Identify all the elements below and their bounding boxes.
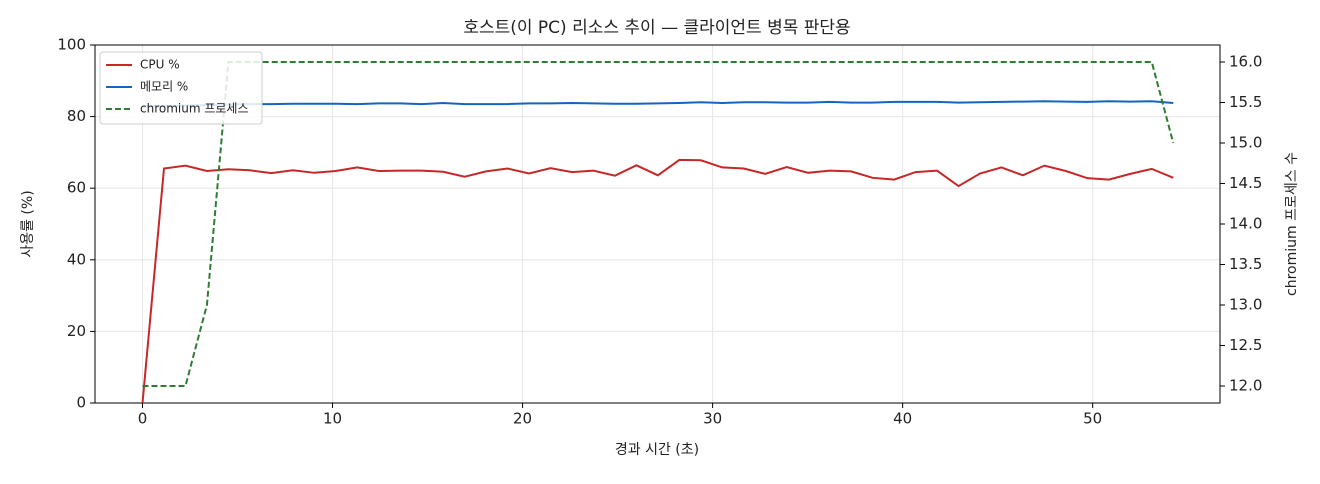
- y2-tick-label: 13.5: [1229, 255, 1262, 273]
- series-line: [141, 158, 1174, 404]
- y2-tick-label: 15.0: [1229, 134, 1262, 152]
- legend-label: CPU %: [140, 58, 180, 72]
- x-tick-label: 20: [513, 410, 532, 428]
- x-tick-label: 50: [1083, 410, 1102, 428]
- y2-tick-label: 13.0: [1229, 295, 1262, 313]
- y-tick-label: 80: [67, 107, 86, 125]
- plot-frame: [94, 44, 1221, 404]
- x-axis-label: 경과 시간 (초): [615, 442, 699, 458]
- y2-tick-label: 15.5: [1229, 93, 1262, 111]
- series-line: [142, 61, 1175, 387]
- x-tick-label: 40: [893, 410, 912, 428]
- x-tick-label: 30: [703, 410, 722, 428]
- y-tick-label: 100: [57, 36, 86, 54]
- y2-tick-label: 16.0: [1229, 53, 1262, 71]
- chart-title: 호스트(이 PC) 리소스 추이 — 클라이언트 병목 판단용: [463, 18, 850, 38]
- legend-box: [99, 51, 263, 125]
- legend-label: 메모리 %: [140, 80, 188, 94]
- y2-tick-label: 12.5: [1229, 336, 1262, 354]
- y-tick-label: 20: [67, 322, 86, 340]
- x-tick-label: 0: [138, 410, 148, 428]
- y-axis-label: 사용률 (%): [20, 190, 36, 257]
- y2-tick-label: 12.0: [1229, 376, 1262, 394]
- y-tick-label: 0: [76, 394, 86, 412]
- y2-tick-label: 14.0: [1229, 215, 1262, 233]
- x-tick-label: 10: [323, 410, 342, 428]
- legend-label: chromium 프로세스: [140, 102, 249, 116]
- y2-tick-label: 14.5: [1229, 174, 1262, 192]
- y2-axis-label: chromium 프로세스 수: [1284, 152, 1300, 296]
- series-line: [142, 100, 1174, 108]
- y-tick-label: 60: [67, 179, 86, 197]
- y-tick-label: 40: [67, 250, 86, 268]
